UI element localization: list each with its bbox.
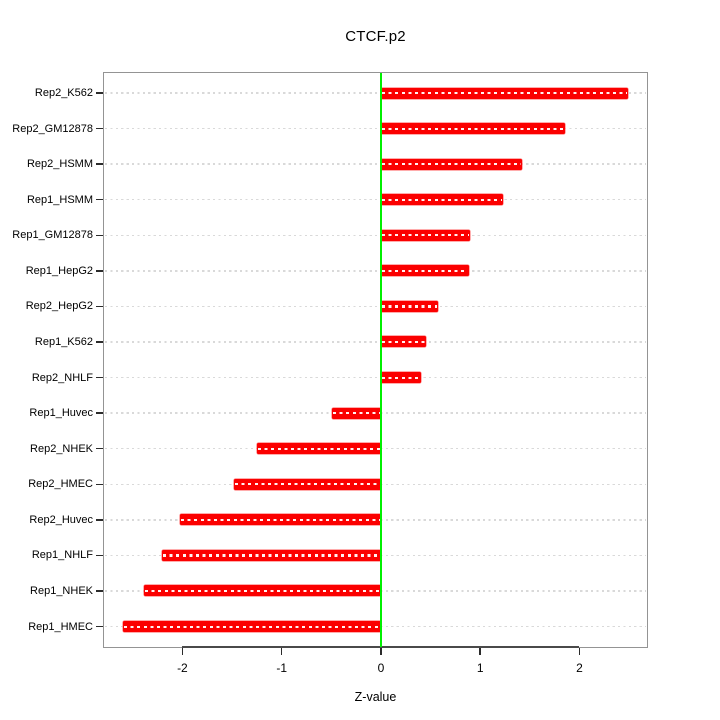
gridline bbox=[105, 163, 646, 165]
gridline bbox=[105, 305, 646, 308]
bar bbox=[380, 194, 504, 206]
bar bbox=[180, 514, 381, 526]
category-label: Rep1_NHLF bbox=[31, 549, 93, 562]
category-label: Rep1_GM12878 bbox=[12, 229, 93, 242]
bar bbox=[256, 443, 381, 455]
y-axis-tick bbox=[95, 234, 103, 237]
bar bbox=[332, 407, 381, 419]
y-axis-tick bbox=[95, 625, 103, 628]
category-label: Rep1_HepG2 bbox=[25, 264, 93, 277]
bar bbox=[380, 158, 522, 170]
y-axis-tick bbox=[95, 483, 103, 486]
category-label: Rep2_NHEK bbox=[30, 442, 93, 455]
category-label: Rep2_Huvec bbox=[29, 513, 93, 526]
gridline bbox=[105, 234, 646, 236]
bar bbox=[380, 229, 471, 241]
x-axis-tick bbox=[280, 648, 283, 655]
y-axis-tick bbox=[95, 554, 103, 557]
bar-dash-pattern bbox=[381, 163, 521, 166]
category-label: Rep2_HMEC bbox=[28, 478, 93, 491]
bar bbox=[143, 585, 381, 597]
x-tick-label: -2 bbox=[177, 661, 188, 675]
bar bbox=[122, 621, 381, 633]
bar-dash-pattern bbox=[123, 625, 380, 628]
category-label: Rep1_Huvec bbox=[29, 407, 93, 420]
bar-dash-pattern bbox=[381, 340, 425, 344]
bar-dash-pattern bbox=[381, 269, 469, 273]
category-label: Rep1_HMEC bbox=[28, 620, 93, 633]
bar-dash-pattern bbox=[381, 305, 437, 308]
bar bbox=[380, 372, 421, 384]
x-axis-line bbox=[182, 646, 580, 648]
bar-dash-pattern bbox=[381, 234, 470, 237]
bar bbox=[380, 265, 470, 277]
bar-dash-pattern bbox=[257, 447, 380, 450]
bar-dash-pattern bbox=[381, 198, 503, 201]
y-axis-tick bbox=[95, 519, 103, 521]
y-axis-tick bbox=[95, 341, 103, 343]
category-label: Rep2_NHLF bbox=[31, 371, 93, 384]
y-axis-tick bbox=[95, 305, 103, 308]
y-axis-tick bbox=[95, 270, 103, 272]
bar-dash-pattern bbox=[381, 92, 628, 95]
x-tick-label: 2 bbox=[576, 661, 583, 675]
bar-dash-pattern bbox=[144, 589, 380, 593]
x-axis-tick bbox=[380, 648, 382, 655]
bar-dash-pattern bbox=[162, 554, 380, 557]
bar-dash-pattern bbox=[381, 127, 564, 130]
bar bbox=[380, 87, 629, 99]
category-label: Rep1_K562 bbox=[34, 335, 93, 348]
y-axis-tick bbox=[95, 163, 103, 165]
bar-dash-pattern bbox=[235, 483, 380, 486]
y-axis-tick bbox=[95, 92, 103, 94]
y-axis-tick bbox=[95, 376, 103, 379]
category-label: Rep2_HSMM bbox=[26, 158, 93, 171]
bar bbox=[380, 123, 565, 135]
bar-dash-pattern bbox=[333, 412, 380, 415]
category-label: Rep2_GM12878 bbox=[12, 122, 93, 135]
gridline bbox=[105, 270, 646, 272]
category-label: Rep1_NHEK bbox=[30, 584, 93, 597]
y-axis-tick bbox=[95, 127, 103, 130]
y-axis-tick bbox=[95, 412, 103, 414]
gridline bbox=[105, 127, 646, 130]
zero-reference-line bbox=[380, 73, 382, 647]
plot-box bbox=[103, 72, 648, 648]
x-tick-label: -1 bbox=[276, 661, 288, 675]
bar bbox=[380, 300, 438, 312]
x-axis-title: Z-value bbox=[354, 690, 397, 704]
gridline bbox=[105, 199, 646, 201]
gridline bbox=[105, 341, 646, 343]
x-tick-label: 0 bbox=[377, 661, 385, 675]
x-tick-label: 1 bbox=[476, 661, 484, 675]
chart-title: CTCF.p2 bbox=[345, 28, 406, 45]
y-axis-tick bbox=[95, 447, 103, 450]
category-label: Rep1_HSMM bbox=[26, 193, 93, 206]
category-label: Rep2_K562 bbox=[34, 87, 93, 99]
bar bbox=[161, 549, 381, 561]
category-label: Rep2_HepG2 bbox=[25, 300, 93, 313]
gridline bbox=[105, 92, 646, 94]
bar-dash-pattern bbox=[381, 376, 420, 379]
x-axis-tick bbox=[479, 648, 481, 655]
bar-dash-pattern bbox=[181, 518, 380, 522]
gridline bbox=[105, 376, 646, 379]
x-axis-tick bbox=[578, 648, 581, 655]
bar bbox=[380, 336, 426, 348]
bar bbox=[234, 478, 381, 490]
x-axis-tick bbox=[181, 648, 184, 655]
y-axis-tick bbox=[95, 198, 103, 201]
y-axis-tick bbox=[95, 590, 103, 592]
